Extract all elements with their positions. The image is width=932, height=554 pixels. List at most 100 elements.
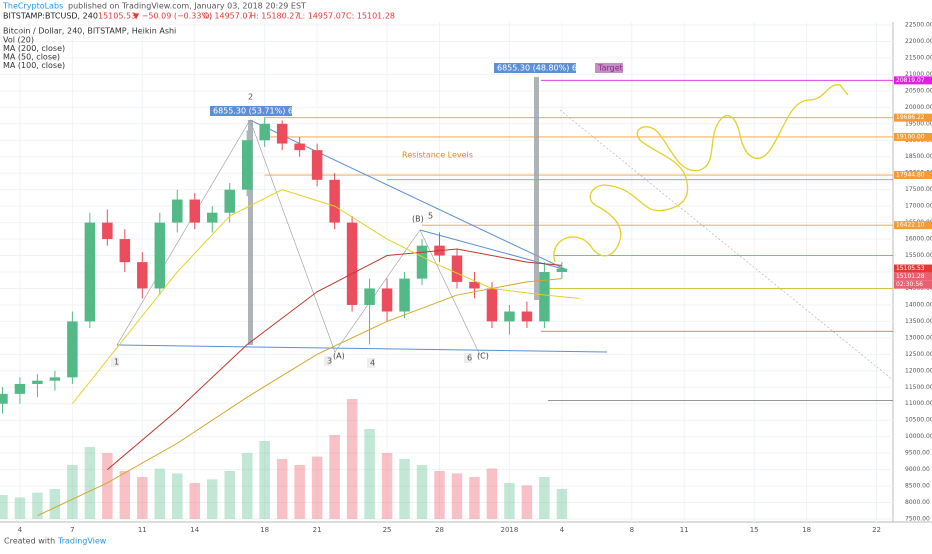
indicator: MA (100, close) [3,61,65,70]
annotation: (A) [333,352,345,361]
y-tick-label: 13000.00 [905,334,932,341]
price-label: 17944.80 [896,172,925,179]
volume-bar [259,441,270,519]
annotation: 1 [114,358,119,367]
volume-bar [399,459,410,519]
annotation: 4 [370,359,375,368]
volume-bar [556,489,568,519]
moving-average [107,248,562,470]
published: published on TradingView.com, January 03… [68,2,306,11]
drawings [116,77,894,381]
candle-body [416,245,428,279]
y-tick-label: 16000.00 [905,236,932,243]
moving-average [71,189,580,405]
wave-line [334,229,421,353]
y-tick-label: 18500.00 [905,153,932,160]
y-tick-label: 12500.00 [905,351,932,358]
volume-bar [224,471,235,519]
y-tick-label: 22000.00 [905,38,932,45]
candle-body [399,278,410,312]
author[interactable]: TheCryptoLabs [2,2,63,11]
candle-body [172,199,183,223]
annotation: 2 [248,93,253,102]
candle-body [451,255,463,282]
annotation-box [210,106,292,116]
wave-line [419,229,481,356]
candle-body [556,268,568,272]
price-label-bg [894,113,932,122]
price-label: 20819.07 [896,77,925,84]
price-label-bg [894,171,932,180]
footer-created: Created with [4,537,55,546]
volume-bar [416,465,428,519]
measure-bar [534,77,539,300]
annotation: 6 [467,354,472,363]
indicator: MA (200, close) [3,44,65,53]
volume-bar [451,473,463,519]
y-tick-label: 10500.00 [905,417,932,424]
candle-body [49,377,61,381]
annotation: Resistance Levels [402,151,473,160]
y-tick-label: 15500.00 [905,252,932,259]
candle-body [137,262,148,289]
y-tick-label: 21000.00 [905,71,932,78]
y-tick-label: 13500.00 [905,318,932,325]
volume-bar [486,468,498,519]
price-label-bg [894,132,932,141]
candle-body [189,199,200,223]
candle-body [346,222,358,305]
candle-body [32,380,43,384]
low: L: 14957.07 [298,12,346,21]
annotation: (B) [412,215,424,224]
moving-average [37,278,562,517]
candle-body [381,288,393,312]
candle-body [486,288,498,322]
price-label: 19686.22 [896,114,925,121]
volume-bar [521,485,533,519]
y-tick-label: 22500.00 [905,22,932,29]
volume-bar [276,459,288,519]
candle-body [469,281,480,289]
annotation-box [324,356,332,366]
x-tick-label: 21 [313,526,322,534]
y-tick-label: 9000.00 [905,466,930,473]
volume-bar [469,477,480,519]
candle-body [294,143,305,151]
volume-bar [84,447,96,519]
price-label: 15101.28 [896,273,925,280]
y-tick-label: 11000.00 [905,400,932,407]
volume-bar [539,477,550,519]
volume-bar [504,483,515,519]
annotation: Target [597,64,623,73]
footer-brand[interactable]: TradingView [57,537,107,546]
wave-line [116,119,251,346]
price-label-bg [894,76,932,85]
y-tick-label: 21500.00 [905,54,932,61]
x-tick-label: 8 [630,526,634,534]
volume-bar [364,429,375,519]
y-tick-label: 7500.00 [905,516,930,523]
candle-body [504,311,515,322]
candle-body [102,222,113,240]
volume-bar [0,495,8,519]
volume-bar [14,497,26,519]
volume-bar [32,492,43,519]
x-tick-label: 11 [138,526,147,534]
y-tick-label: 14000.00 [905,301,932,308]
x-tick-label: 7 [70,526,74,534]
volume-bar [172,473,183,519]
x-tick-label: 18 [802,526,811,534]
timer-bg [894,280,932,289]
volume-bar [189,483,200,519]
x-tick-label: 14 [190,526,199,534]
x-tick-label: 11 [680,526,689,534]
candle-body [119,239,131,263]
price-label: 15105.53 [896,265,925,272]
y-tick-label: 9500.00 [905,450,930,457]
y-tick-label: 20000.00 [905,104,932,111]
x-tick-label: 4 [560,526,565,534]
candle-body [14,383,26,394]
price-label-bg [894,221,932,230]
annotation: 3 [327,357,332,366]
x-tick-label: 18 [260,526,269,534]
